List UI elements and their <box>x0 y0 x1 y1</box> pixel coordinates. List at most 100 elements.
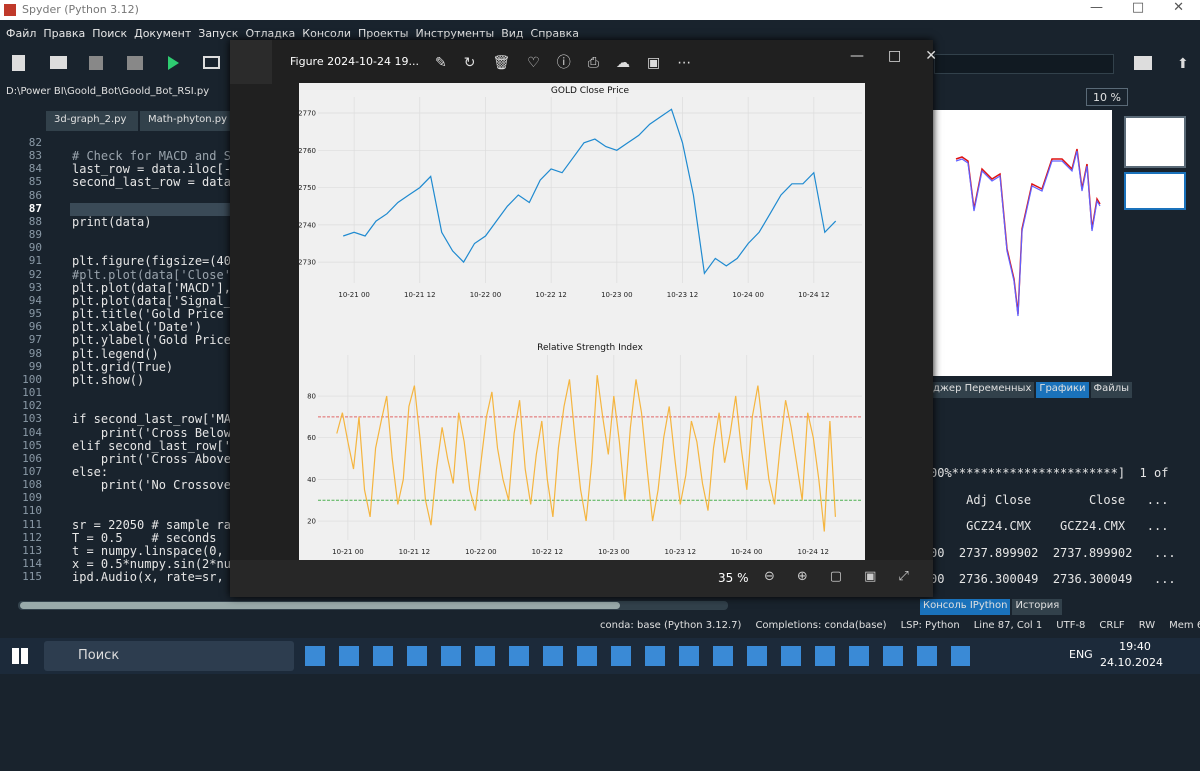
app-icon <box>4 4 16 16</box>
menu-item[interactable]: Вид <box>501 27 524 40</box>
line-number: 106 <box>22 451 42 465</box>
run-icon[interactable] <box>168 56 179 70</box>
tool-icon[interactable] <box>127 56 143 70</box>
menu-item[interactable]: Проекты <box>357 27 409 40</box>
code-line: plt.xlabel('Date') <box>72 320 203 335</box>
console-tab[interactable]: История <box>1012 599 1063 615</box>
menu-item[interactable]: Инструменты <box>415 27 495 40</box>
zoom-level: 35 % <box>718 571 749 585</box>
pane-tab[interactable]: Файлы <box>1090 382 1133 398</box>
line-number: 82 <box>28 136 42 149</box>
menu-item[interactable]: Справка <box>530 27 579 40</box>
menu-item[interactable]: Отладка <box>245 27 296 40</box>
code-line: else: <box>72 465 109 479</box>
thumbnail[interactable] <box>1124 116 1186 168</box>
tool-icon[interactable] <box>203 56 220 69</box>
console-tabs: Консоль IPython История <box>920 599 1063 615</box>
x-tick-label: 10-23 00 <box>598 548 629 556</box>
line-number: 105 <box>22 438 42 452</box>
preview-thumb <box>956 148 1101 317</box>
data-line <box>343 108 837 275</box>
code-line: plt.ylabel('Gold Price <box>72 333 231 348</box>
clock-date: 24.10.2024 <box>1100 656 1163 669</box>
editor-tab[interactable]: Math-phyton.py <box>140 111 232 131</box>
console: 00%***********************] 1 of Adj Clo… <box>930 458 1180 608</box>
viewer-gallery-btn[interactable] <box>230 40 272 84</box>
preview-line <box>956 150 1101 317</box>
y-tick-label: 2740 <box>299 221 316 229</box>
tool-icon[interactable] <box>50 56 67 69</box>
editor-tab[interactable]: 3d-graph_2.py <box>46 111 138 131</box>
y-tick-label: 60 <box>307 434 316 442</box>
plots-zoom[interactable]: 10 % <box>1086 88 1128 106</box>
x-tick-label: 10-24 12 <box>798 291 829 299</box>
line-number: 89 <box>28 228 42 242</box>
chart-title: GOLD Close Price <box>551 86 630 96</box>
y-tick-label: 20 <box>307 518 316 526</box>
code-line: plt.plot(data['Signal_L <box>72 293 232 308</box>
h-scrollbar[interactable] <box>18 601 728 610</box>
scroll-thumb[interactable] <box>20 602 620 609</box>
line-number: 90 <box>28 241 42 255</box>
lang: ENG <box>1069 648 1093 661</box>
line-number: 86 <box>28 188 42 202</box>
status-item: Line 87, Col 1 <box>973 620 1043 631</box>
line-number: 94 <box>28 293 42 307</box>
line-number: 96 <box>28 320 42 334</box>
pane-tab[interactable]: джер Переменных <box>930 382 1035 398</box>
chart-title: Relative Strength Index <box>537 343 643 353</box>
image-viewer: Figure 2024-10-24 19... ✎↻🗑♡ⓘ⎙☁▣⋯ —□✕ GO… <box>230 40 937 597</box>
line-number: 110 <box>22 504 42 518</box>
code-line: if second_last_row['MAC <box>72 412 232 427</box>
x-tick-label: 10-24 12 <box>798 548 829 556</box>
tool-icon[interactable] <box>12 55 25 71</box>
status-item: LSP: Python <box>900 620 960 631</box>
tool-icon[interactable] <box>89 56 103 70</box>
editor-tabs: 3d-graph_2.py Math-phyton.py <box>0 108 232 132</box>
x-tick-label: 10-21 12 <box>399 548 430 556</box>
code-line: plt.grid(True) <box>72 359 174 374</box>
file-path: D:\Power BI\Goold_Bot\Goold_Bot_RSI.py <box>6 86 210 97</box>
start-button[interactable] <box>12 648 28 664</box>
x-tick-label: 10-22 00 <box>470 291 501 299</box>
code-line: second_last_row = data. <box>72 175 232 190</box>
zoom-controls[interactable]: ⊖⊕▢▣⤢ <box>764 569 931 584</box>
code-line: last_row = data.iloc[-1 <box>72 162 232 177</box>
status-item: conda: base (Python 3.12.7) <box>600 620 742 631</box>
up-icon[interactable]: ⬆ <box>1177 56 1189 72</box>
code-line: print('Cross Above <box>72 451 231 466</box>
line-number: 102 <box>22 399 42 413</box>
window-controls[interactable]: — □ ✕ <box>1090 0 1185 15</box>
data-line <box>336 375 836 532</box>
menu-item[interactable]: Правка <box>43 27 86 40</box>
search-label: Поиск <box>78 648 120 663</box>
code-line: plt.figure(figsize=(40, <box>72 254 232 269</box>
menu-item[interactable]: Запуск <box>198 27 239 40</box>
folder-icon[interactable] <box>1134 56 1152 70</box>
thumbnail-active[interactable] <box>1124 172 1186 210</box>
line-number: 113 <box>22 543 42 557</box>
menu-item[interactable]: Консоли <box>302 27 351 40</box>
menu-item[interactable]: Поиск <box>92 27 128 40</box>
pane-tab[interactable]: Графики <box>1036 382 1089 398</box>
viewer-toolbar[interactable]: ✎↻🗑♡ⓘ⎙☁▣⋯ <box>435 55 709 71</box>
line-number: 95 <box>28 307 42 321</box>
console-line: 00 2737.899902 2737.899902 ... <box>930 545 1176 560</box>
status-bar: conda: base (Python 3.12.7) Completions: … <box>600 620 1200 636</box>
search-box[interactable]: Поиск <box>44 641 294 671</box>
viewer-title: Figure 2024-10-24 19... <box>290 55 419 68</box>
code-line: print('No Crossover <box>72 478 232 493</box>
taskbar-apps[interactable] <box>305 646 970 666</box>
line-number: 83 <box>28 149 42 163</box>
x-tick-label: 10-22 12 <box>535 291 566 299</box>
line-number: 92 <box>28 267 42 281</box>
console-tab[interactable]: Консоль IPython <box>920 599 1011 615</box>
dir-combo[interactable] <box>934 54 1114 74</box>
x-tick-label: 10-24 00 <box>731 548 762 556</box>
line-number: 87 <box>28 201 42 215</box>
menu-item[interactable]: Документ <box>134 27 192 40</box>
code-line: plt.plot(data['MACD'], <box>72 280 231 295</box>
code-line: plt.title('Gold Price T <box>72 307 232 322</box>
menu-item[interactable]: Файл <box>6 27 37 40</box>
viewer-controls[interactable]: —□✕ <box>850 48 961 64</box>
